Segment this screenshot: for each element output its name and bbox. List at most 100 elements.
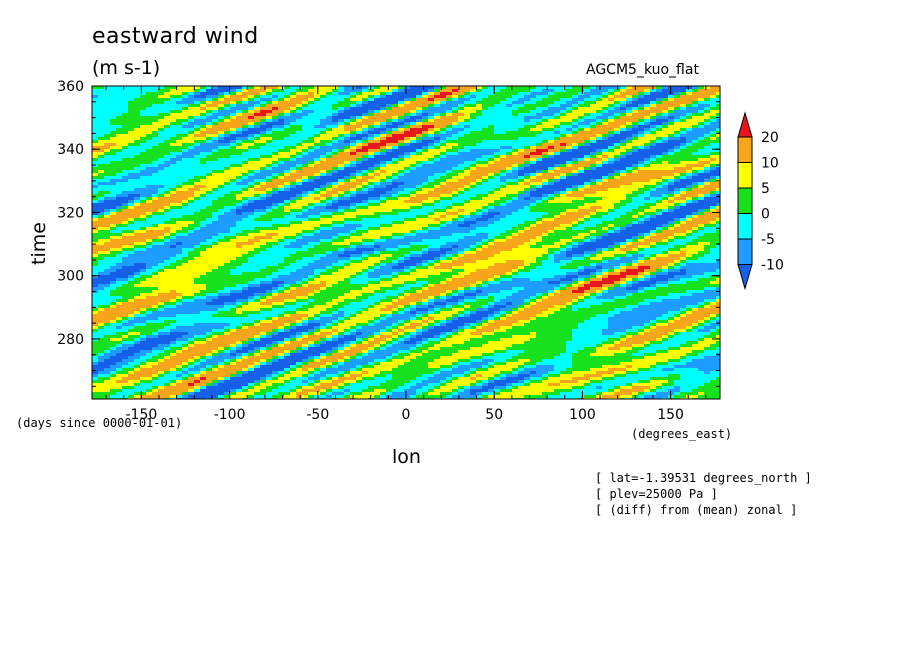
field-cell xyxy=(674,89,681,93)
field-cell xyxy=(716,104,720,108)
field-cell xyxy=(572,122,579,126)
field-cell xyxy=(254,122,261,126)
field-cell xyxy=(218,167,225,171)
field-cell xyxy=(416,188,423,192)
field-cell xyxy=(608,98,615,102)
field-cell xyxy=(500,89,507,93)
field-cell xyxy=(470,110,477,114)
field-cell xyxy=(116,176,123,180)
field-cell xyxy=(578,104,585,108)
field-cell xyxy=(656,107,663,111)
field-cell xyxy=(440,92,447,96)
field-cell xyxy=(122,185,129,189)
field-cell xyxy=(248,167,255,171)
field-cell xyxy=(470,86,477,90)
field-cell xyxy=(560,140,567,144)
field-cell xyxy=(116,146,123,150)
field-cell xyxy=(326,119,333,123)
field-cell xyxy=(128,149,135,153)
field-cell xyxy=(188,185,195,189)
field-cell xyxy=(128,158,135,162)
field-cell xyxy=(578,149,585,153)
field-cell xyxy=(488,86,495,90)
field-cell xyxy=(122,173,129,177)
field-cell xyxy=(644,155,651,159)
field-cell xyxy=(680,110,687,114)
field-cell xyxy=(410,203,417,207)
field-cell xyxy=(98,122,105,126)
field-cell xyxy=(200,152,207,156)
field-cell xyxy=(326,167,333,171)
field-cell xyxy=(242,92,249,96)
field-cell xyxy=(482,176,489,180)
field-cell xyxy=(476,143,483,147)
field-cell xyxy=(200,134,207,138)
field-cell xyxy=(626,170,633,174)
field-cell xyxy=(326,191,333,195)
field-cell xyxy=(404,197,411,201)
field-cell xyxy=(392,158,399,162)
field-cell xyxy=(194,98,201,102)
field-cell xyxy=(644,152,651,156)
field-cell xyxy=(170,167,177,171)
field-cell xyxy=(716,143,720,147)
field-cell xyxy=(278,185,285,189)
field-cell xyxy=(482,95,489,99)
field-cell xyxy=(338,161,345,165)
field-cell xyxy=(560,188,567,192)
field-cell xyxy=(602,158,609,162)
field-cell xyxy=(134,146,141,150)
field-cell xyxy=(596,182,603,186)
field-cell xyxy=(296,86,303,90)
field-cell xyxy=(524,167,531,171)
field-cell xyxy=(98,149,105,153)
field-cell xyxy=(338,89,345,93)
field-cell xyxy=(338,164,345,168)
field-cell xyxy=(536,197,543,201)
field-cell xyxy=(668,164,675,168)
field-cell xyxy=(638,119,645,123)
field-cell xyxy=(620,176,627,180)
field-cell xyxy=(536,182,543,186)
field-cell xyxy=(332,161,339,165)
field-cell xyxy=(296,203,303,207)
field-cell xyxy=(314,104,321,108)
field-cell xyxy=(374,149,381,153)
field-cell xyxy=(302,92,309,96)
field-cell xyxy=(332,119,339,123)
field-cell xyxy=(206,113,213,117)
field-cell xyxy=(602,176,609,180)
field-cell xyxy=(416,92,423,96)
field-cell xyxy=(278,95,285,99)
field-cell xyxy=(158,167,165,171)
field-cell xyxy=(290,143,297,147)
field-cell xyxy=(158,140,165,144)
field-cell xyxy=(488,107,495,111)
field-cell xyxy=(434,173,441,177)
field-cell xyxy=(440,98,447,102)
field-cell xyxy=(470,191,477,195)
field-cell xyxy=(146,191,153,195)
field-cell xyxy=(482,110,489,114)
field-cell xyxy=(272,89,279,93)
field-cell xyxy=(686,140,693,144)
field-cell xyxy=(320,113,327,117)
field-cell xyxy=(656,134,663,138)
field-cell xyxy=(128,131,135,135)
field-cell xyxy=(380,98,387,102)
field-cell xyxy=(446,95,453,99)
field-cell xyxy=(428,119,435,123)
field-cell xyxy=(146,101,153,105)
field-cell xyxy=(422,203,429,207)
field-cell xyxy=(128,113,135,117)
field-cell xyxy=(638,131,645,135)
field-cell xyxy=(392,143,399,147)
field-cell xyxy=(596,185,603,189)
field-cell xyxy=(104,188,111,192)
field-cell xyxy=(248,179,255,183)
field-cell xyxy=(446,158,453,162)
field-cell xyxy=(614,101,621,105)
field-cell xyxy=(224,116,231,120)
field-cell xyxy=(650,170,657,174)
field-cell xyxy=(314,119,321,123)
